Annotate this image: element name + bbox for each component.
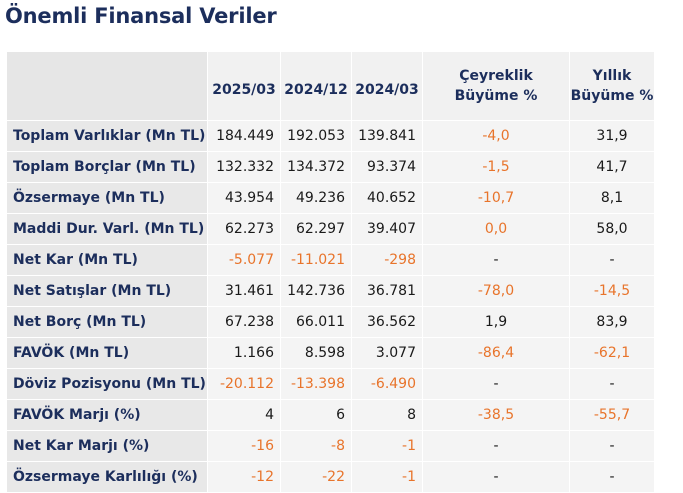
table-row: Maddi Dur. Varl. (Mn TL) 62.273 62.297 39.4…: [6, 213, 655, 245]
table-row: Toplam Borçlar (Mn TL) 132.332 134.372 93.3…: [6, 151, 655, 183]
cell-2024-12: 142.736: [280, 275, 352, 307]
cell-2024-12: 62.297: [280, 213, 352, 245]
cell-annual-growth: 8,1: [569, 182, 655, 214]
row-label: FAVÖK (Mn TL): [6, 337, 208, 369]
cell-annual-growth: 31,9: [569, 120, 655, 152]
cell-annual-growth: 41,7: [569, 151, 655, 183]
header-annual-growth: Yıllık Büyüme %: [569, 51, 655, 121]
cell-2024-12: -8: [280, 430, 352, 462]
page-title: Önemli Finansal Veriler: [5, 4, 277, 28]
cell-2024-03: 36.562: [351, 306, 423, 338]
cell-2025-03: 31.461: [207, 275, 281, 307]
cell-quarterly-growth: -: [422, 244, 570, 276]
row-label: FAVÖK Marjı (%): [6, 399, 208, 431]
header-annual-line1: Yıllık: [592, 68, 632, 84]
table-header-row: 2025/03 2024/12 2024/03 Çeyreklik Büyüme…: [6, 51, 655, 121]
row-label: Özsermaye (Mn TL): [6, 182, 208, 214]
cell-2024-03: -1: [351, 430, 423, 462]
row-label: Net Satışlar (Mn TL): [6, 275, 208, 307]
table-row: Döviz Pozisyonu (Mn TL) -20.112 -13.398 -6.…: [6, 368, 655, 400]
header-quarterly-growth: Çeyreklik Büyüme %: [422, 51, 570, 121]
financial-data-table: 2025/03 2024/12 2024/03 Çeyreklik Büyüme…: [6, 51, 655, 493]
cell-annual-growth: -: [569, 244, 655, 276]
cell-quarterly-growth: -38,5: [422, 399, 570, 431]
row-label: Maddi Dur. Varl. (Mn TL): [6, 213, 208, 245]
cell-annual-growth: -55,7: [569, 399, 655, 431]
cell-2025-03: -5.077: [207, 244, 281, 276]
cell-2024-03: 39.407: [351, 213, 423, 245]
cell-2024-03: 8: [351, 399, 423, 431]
cell-quarterly-growth: -: [422, 430, 570, 462]
cell-2024-03: 36.781: [351, 275, 423, 307]
header-blank-cell: [6, 51, 208, 121]
table-row: Özsermaye (Mn TL) 43.954 49.236 40.652 -10,7…: [6, 182, 655, 214]
cell-2024-12: 6: [280, 399, 352, 431]
cell-2024-03: 3.077: [351, 337, 423, 369]
cell-annual-growth: -: [569, 461, 655, 493]
row-label: Net Borç (Mn TL): [6, 306, 208, 338]
cell-2025-03: 184.449: [207, 120, 281, 152]
cell-2024-12: 8.598: [280, 337, 352, 369]
header-2024-12: 2024/12: [280, 51, 352, 121]
cell-2025-03: 1.166: [207, 337, 281, 369]
cell-2025-03: 4: [207, 399, 281, 431]
cell-2024-12: 66.011: [280, 306, 352, 338]
cell-quarterly-growth: -1,5: [422, 151, 570, 183]
cell-2025-03: 132.332: [207, 151, 281, 183]
table-row: Net Satışlar (Mn TL) 31.461 142.736 36.781-…: [6, 275, 655, 307]
cell-2024-03: -6.490: [351, 368, 423, 400]
header-quarterly-line1: Çeyreklik: [459, 68, 533, 84]
row-label: Net Kar Marjı (%): [6, 430, 208, 462]
cell-quarterly-growth: -86,4: [422, 337, 570, 369]
table-row: Net Borç (Mn TL) 67.238 66.011 36.562 1,9 83,…: [6, 306, 655, 338]
cell-annual-growth: 58,0: [569, 213, 655, 245]
cell-quarterly-growth: -78,0: [422, 275, 570, 307]
table-row: FAVÖK (Mn TL) 1.166 8.598 3.077 -86,4 -62,1: [6, 337, 655, 369]
header-quarterly-line2: Büyüme %: [454, 88, 538, 104]
row-label: Toplam Borçlar (Mn TL): [6, 151, 208, 183]
cell-annual-growth: -14,5: [569, 275, 655, 307]
row-label: Döviz Pozisyonu (Mn TL): [6, 368, 208, 400]
cell-2025-03: 67.238: [207, 306, 281, 338]
cell-2025-03: 43.954: [207, 182, 281, 214]
cell-quarterly-growth: -10,7: [422, 182, 570, 214]
table-row: Toplam Varlıklar (Mn TL) 184.449 192.053 13…: [6, 120, 655, 152]
cell-annual-growth: 83,9: [569, 306, 655, 338]
cell-2024-12: 134.372: [280, 151, 352, 183]
cell-quarterly-growth: 1,9: [422, 306, 570, 338]
cell-2025-03: -20.112: [207, 368, 281, 400]
cell-2024-03: 40.652: [351, 182, 423, 214]
table-row: Net Kar Marjı (%) -16 -8 -1- -: [6, 430, 655, 462]
cell-annual-growth: -: [569, 368, 655, 400]
cell-2024-12: -11.021: [280, 244, 352, 276]
row-label: Toplam Varlıklar (Mn TL): [6, 120, 208, 152]
cell-2025-03: -16: [207, 430, 281, 462]
header-2024-03: 2024/03: [351, 51, 423, 121]
table-row: Net Kar (Mn TL) -5.077 -11.021 -298- -: [6, 244, 655, 276]
header-annual-line2: Büyüme %: [570, 88, 654, 104]
cell-2025-03: 62.273: [207, 213, 281, 245]
table-row: FAVÖK Marjı (%) 4 6 8 -38,5 -55,7: [6, 399, 655, 431]
cell-quarterly-growth: -4,0: [422, 120, 570, 152]
cell-2024-12: -13.398: [280, 368, 352, 400]
cell-2024-03: 139.841: [351, 120, 423, 152]
cell-2024-03: 93.374: [351, 151, 423, 183]
cell-2024-12: 192.053: [280, 120, 352, 152]
cell-annual-growth: -62,1: [569, 337, 655, 369]
header-2025-03: 2025/03: [207, 51, 281, 121]
cell-2024-03: -298: [351, 244, 423, 276]
cell-quarterly-growth: -: [422, 368, 570, 400]
cell-annual-growth: -: [569, 430, 655, 462]
row-label: Net Kar (Mn TL): [6, 244, 208, 276]
cell-quarterly-growth: 0,0: [422, 213, 570, 245]
cell-2024-12: 49.236: [280, 182, 352, 214]
